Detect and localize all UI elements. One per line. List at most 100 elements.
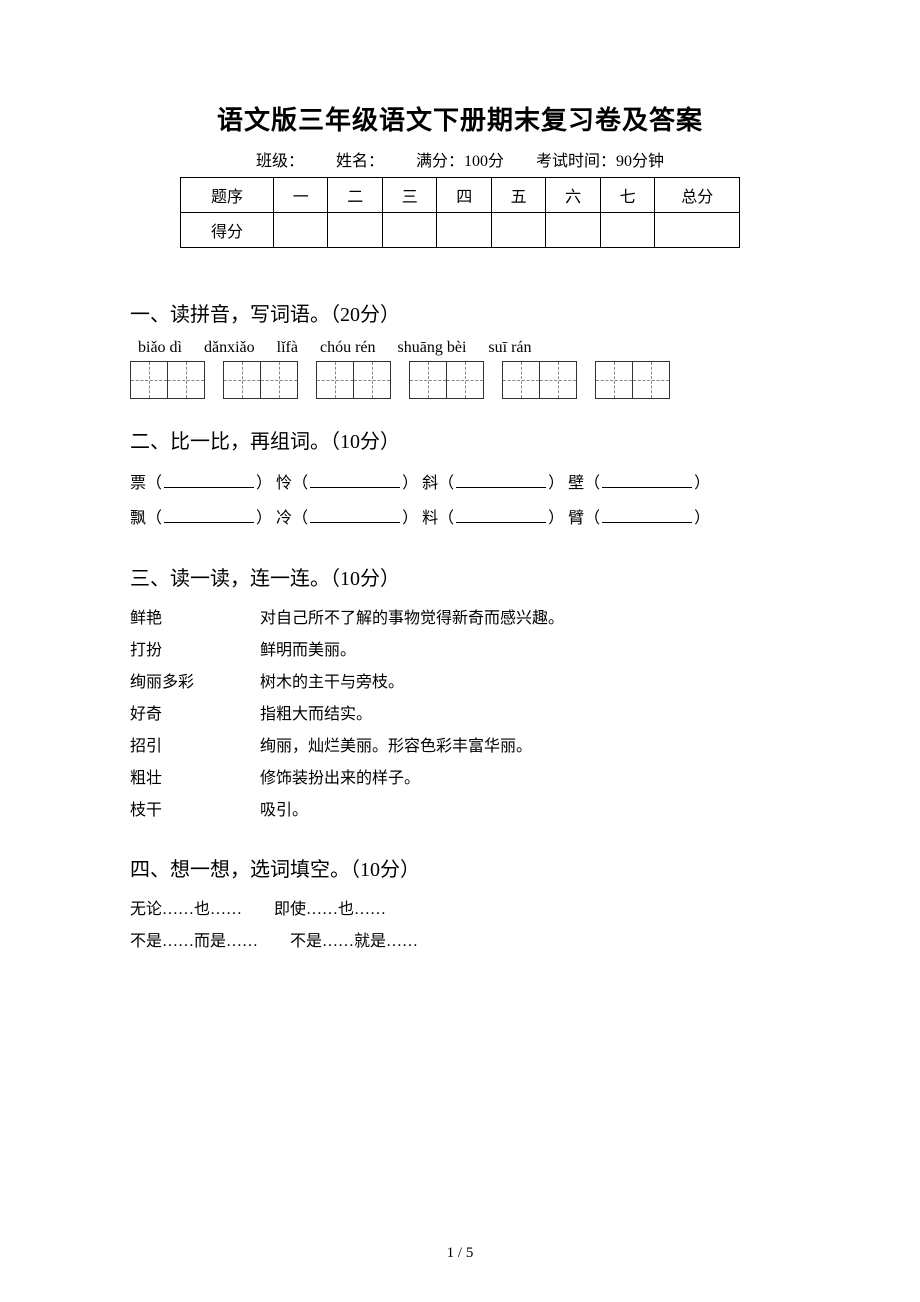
q3-term: 绚丽多彩 <box>130 667 260 699</box>
tianzige-group <box>502 361 577 399</box>
time-label: 考试时间：90分钟 <box>536 153 664 170</box>
tianzige-group <box>130 361 205 399</box>
score-col: 六 <box>546 178 600 213</box>
fullscore-label: 满分：100分 <box>416 153 504 170</box>
tianzige-cell[interactable] <box>539 361 577 399</box>
blank[interactable] <box>164 473 254 488</box>
q2-char: 怜 <box>276 475 292 492</box>
q3-row: 粗壮 修饰装扮出来的样子。 <box>130 763 790 795</box>
tianzige-cell[interactable] <box>595 361 633 399</box>
tianzige-cell[interactable] <box>353 361 391 399</box>
score-cell[interactable] <box>274 213 328 248</box>
blank[interactable] <box>602 508 692 523</box>
q3-row: 好奇 指粗大而结实。 <box>130 699 790 731</box>
score-cell[interactable] <box>491 213 545 248</box>
tianzige-cell[interactable] <box>316 361 354 399</box>
section3-heading: 三、读一读，连一连。（10分） <box>130 562 790 591</box>
score-row-label: 题序 <box>181 178 274 213</box>
score-cell[interactable] <box>546 213 600 248</box>
tianzige-group <box>223 361 298 399</box>
section4-heading: 四、想一想，选词填空。（10分） <box>130 853 790 882</box>
section2-heading: 二、比一比，再组词。（10分） <box>130 425 790 454</box>
tianzige-group <box>595 361 670 399</box>
q3-def: 绚丽，灿烂美丽。形容色彩丰富华丽。 <box>260 731 532 763</box>
paren: （ <box>292 475 308 492</box>
q2-char: 臂 <box>568 510 584 527</box>
paren: （ <box>438 510 454 527</box>
meta-line: 班级： 姓名： 满分：100分 考试时间：90分钟 <box>130 147 790 171</box>
score-col: 三 <box>382 178 436 213</box>
paren: ） <box>694 475 710 492</box>
tianzige-cell[interactable] <box>260 361 298 399</box>
q3-row: 枝干 吸引。 <box>130 795 790 827</box>
score-cell[interactable] <box>328 213 382 248</box>
tianzige-cell[interactable] <box>502 361 540 399</box>
q2-row: 飘（） 冷（） 料（） 臂（） <box>130 501 790 536</box>
blank[interactable] <box>164 508 254 523</box>
paren: ） <box>694 510 710 527</box>
score-col: 一 <box>274 178 328 213</box>
paren: ） <box>548 510 564 527</box>
score-row-label: 得分 <box>181 213 274 248</box>
tianzige-cell[interactable] <box>446 361 484 399</box>
paren: （ <box>584 510 600 527</box>
score-col: 七 <box>600 178 654 213</box>
paren: （ <box>584 475 600 492</box>
tianzige-cell[interactable] <box>167 361 205 399</box>
q3-term: 打扮 <box>130 635 260 667</box>
q2-char: 冷 <box>276 510 292 527</box>
tianzige-cell[interactable] <box>223 361 261 399</box>
paren: （ <box>292 510 308 527</box>
tianzige-cell[interactable] <box>632 361 670 399</box>
q2-char: 票 <box>130 475 146 492</box>
score-cell[interactable] <box>655 213 740 248</box>
section2-body: 票（） 怜（） 斜（） 壁（） 飘（） 冷（） 料（） 臂（） <box>130 466 790 536</box>
q2-char: 壁 <box>568 475 584 492</box>
paren: （ <box>146 510 162 527</box>
section1-heading: 一、读拼音，写词语。（20分） <box>130 298 790 327</box>
tianzige-cell[interactable] <box>130 361 168 399</box>
name-label: 姓名： <box>336 153 384 170</box>
q2-char: 料 <box>422 510 438 527</box>
blank[interactable] <box>310 473 400 488</box>
q3-term: 招引 <box>130 731 260 763</box>
paren: ） <box>402 510 418 527</box>
pinyin: biǎo dì <box>138 339 182 356</box>
paren: ） <box>548 475 564 492</box>
section3-body: 鲜艳 对自己所不了解的事物觉得新奇而感兴趣。 打扮 鲜明而美丽。 绚丽多彩 树木… <box>130 603 790 827</box>
q2-char: 斜 <box>422 475 438 492</box>
q3-term: 好奇 <box>130 699 260 731</box>
pinyin: dǎnxiǎo <box>204 339 255 356</box>
paren: （ <box>438 475 454 492</box>
q2-char: 飘 <box>130 510 146 527</box>
score-cell[interactable] <box>600 213 654 248</box>
page-title: 语文版三年级语文下册期末复习卷及答案 <box>130 100 790 137</box>
blank[interactable] <box>310 508 400 523</box>
pinyin: chóu rén <box>320 339 376 356</box>
section4-body: 无论……也…… 即使……也…… 不是……而是…… 不是……就是…… <box>130 894 790 958</box>
q2-row: 票（） 怜（） 斜（） 壁（） <box>130 466 790 501</box>
q3-def: 修饰装扮出来的样子。 <box>260 763 420 795</box>
tianzige-group <box>316 361 391 399</box>
score-value-row: 得分 <box>181 213 740 248</box>
blank[interactable] <box>456 473 546 488</box>
q3-row: 打扮 鲜明而美丽。 <box>130 635 790 667</box>
score-cell[interactable] <box>382 213 436 248</box>
blank[interactable] <box>456 508 546 523</box>
q4-line: 无论……也…… 即使……也…… <box>130 894 790 926</box>
tianzige-group <box>409 361 484 399</box>
q3-term: 鲜艳 <box>130 603 260 635</box>
q3-def: 对自己所不了解的事物觉得新奇而感兴趣。 <box>260 603 564 635</box>
q3-row: 绚丽多彩 树木的主干与旁枝。 <box>130 667 790 699</box>
tianzige-cell[interactable] <box>409 361 447 399</box>
score-cell[interactable] <box>437 213 491 248</box>
class-label: 班级： <box>256 153 304 170</box>
q3-row: 招引 绚丽，灿烂美丽。形容色彩丰富华丽。 <box>130 731 790 763</box>
pinyin: shuāng bèi <box>398 339 467 356</box>
q3-def: 吸引。 <box>260 795 308 827</box>
score-table: 题序 一 二 三 四 五 六 七 总分 得分 <box>180 177 740 248</box>
score-col: 五 <box>491 178 545 213</box>
blank[interactable] <box>602 473 692 488</box>
paren: ） <box>256 475 272 492</box>
paren: （ <box>146 475 162 492</box>
